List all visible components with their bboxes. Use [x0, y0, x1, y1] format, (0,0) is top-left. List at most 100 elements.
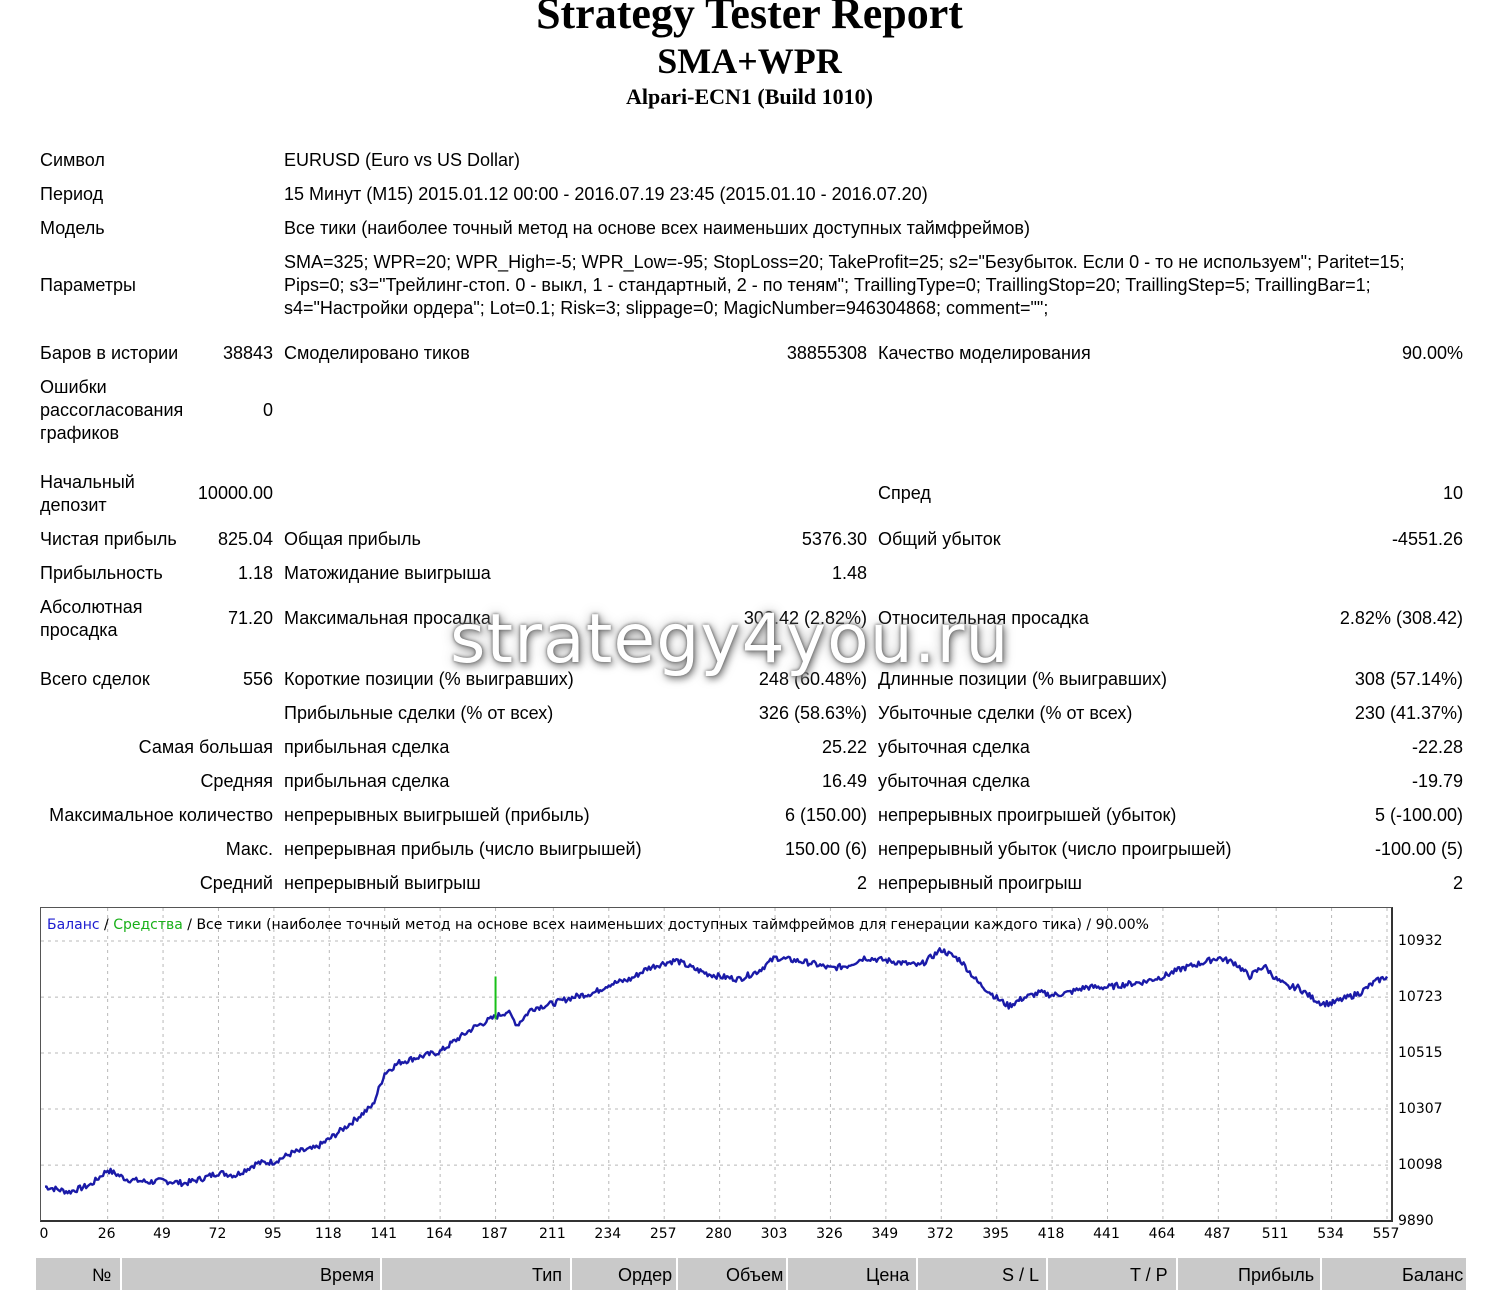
col-type[interactable]: Тип	[532, 1265, 563, 1285]
x-tick-label: 234	[594, 1226, 621, 1242]
col-tp[interactable]: T / P	[1130, 1265, 1168, 1285]
max-consec-loss-value: -100.00 (5)	[1374, 839, 1463, 859]
x-tick-label: 164	[426, 1226, 453, 1242]
y-tick-label: 10723	[1398, 989, 1443, 1005]
col-profit[interactable]: Прибыль	[1238, 1265, 1315, 1285]
avg-consec-losses-value: 2	[1452, 873, 1463, 893]
x-axis: 0 26 49 72 95 118 141 164 187 211 234 257 280 303 326 3…	[40, 1226, 1400, 1242]
max-count-label: Максимальное количество	[49, 805, 273, 825]
largest-win-value: 25.22	[821, 737, 867, 757]
col-order[interactable]: Ордер	[618, 1265, 673, 1285]
x-tick-label: 141	[370, 1226, 397, 1242]
balance-chart-svg: Баланс / Средства / Все тики (наиболее т…	[41, 908, 1391, 1220]
expected-payoff-value: 1.48	[831, 563, 867, 583]
net-profit-label: Чистая прибыль	[40, 529, 177, 549]
mismatch-label-2: рассогласования	[40, 400, 184, 420]
expert-name: SMA+WPR	[657, 41, 842, 81]
maximal-label: Макс.	[225, 839, 273, 859]
spread-value: 10	[1442, 483, 1463, 503]
balance-line	[44, 947, 1389, 1195]
avg-consec-wins-value: 2	[856, 873, 867, 893]
model-label: Модель	[40, 218, 105, 238]
abs-drawdown-label-1: Абсолютная	[40, 597, 143, 617]
gross-loss-value: -4551.26	[1391, 529, 1463, 549]
server-build: Alpari-ECN1 (Build 1010)	[626, 84, 873, 109]
largest-win-label: прибыльная сделка	[284, 737, 450, 757]
max-consec-profit-value: 150.00 (6)	[784, 839, 867, 859]
period-value: 15 Минут (M15) 2015.01.12 00:00 - 2016.0…	[284, 184, 928, 204]
symbol-label: Символ	[40, 150, 105, 170]
largest-loss-value: -22.28	[1411, 737, 1463, 757]
col-time[interactable]: Время	[320, 1265, 375, 1285]
quality-label: Качество моделирования	[878, 343, 1091, 363]
x-tick-label: 280	[705, 1226, 732, 1242]
short-positions-value: 248 (60.48%)	[758, 669, 867, 689]
deposit-label-2: депозит	[40, 495, 107, 515]
col-number[interactable]: №	[92, 1265, 112, 1285]
period-label: Период	[40, 184, 104, 204]
total-trades-label: Всего сделок	[40, 669, 150, 689]
x-tick-label: 418	[1038, 1226, 1065, 1242]
bars-label: Баров в истории	[40, 343, 179, 363]
symbol-value: EURUSD (Euro vs US Dollar)	[284, 150, 521, 170]
parameters-line-2: Pips=0; s3="Трейлинг-стоп. 0 - выкл, 1 -…	[284, 275, 1371, 295]
gross-profit-label: Общая прибыль	[284, 529, 421, 549]
x-tick-label: 0	[40, 1226, 49, 1242]
max-drawdown-value: 308.42 (2.82%)	[743, 608, 867, 628]
loss-trades-label: Убыточные сделки (% от всех)	[878, 703, 1133, 723]
x-tick-label: 187	[481, 1226, 508, 1242]
parameters-line-1: SMA=325; WPR=20; WPR_High=-5; WPR_Low=-9…	[284, 252, 1405, 272]
largest-label: Самая большая	[138, 737, 273, 757]
y-tick-label: 10932	[1398, 933, 1443, 949]
spread-label: Спред	[878, 483, 931, 503]
deposit-label-1: Начальный	[40, 472, 135, 492]
col-price[interactable]: Цена	[866, 1265, 910, 1285]
total-trades-value: 556	[242, 669, 273, 689]
x-tick-label: 72	[209, 1226, 227, 1242]
loss-trades-value: 230 (41.37%)	[1354, 703, 1463, 723]
model-value: Все тики (наиболее точный метод на основ…	[284, 218, 1030, 238]
bars-value: 38843	[222, 343, 273, 363]
max-consec-profit-label: непрерывная прибыль (число выигрышей)	[284, 839, 642, 859]
mismatch-value: 0	[262, 400, 273, 420]
deposit-value: 10000.00	[197, 483, 273, 503]
quality-value: 90.00%	[1401, 343, 1463, 363]
x-tick-label: 326	[816, 1226, 843, 1242]
max-consec-wins-value: 6 (150.00)	[784, 805, 867, 825]
mismatch-label-1: Ошибки	[40, 377, 107, 397]
max-drawdown-label: Максимальная просадка	[284, 608, 491, 628]
average-win-label: прибыльная сделка	[284, 771, 450, 791]
x-tick-label: 349	[871, 1226, 898, 1242]
gross-profit-value: 5376.30	[801, 529, 867, 549]
x-tick-label: 487	[1204, 1226, 1231, 1242]
short-positions-label: Короткие позиции (% выигравших)	[284, 669, 574, 689]
col-balance[interactable]: Баланс	[1402, 1265, 1464, 1285]
profit-factor-value: 1.18	[237, 563, 273, 583]
col-sl[interactable]: S / L	[1002, 1265, 1040, 1285]
x-tick-label: 534	[1317, 1226, 1344, 1242]
col-volume[interactable]: Объем	[726, 1265, 784, 1285]
max-consec-losses-label: непрерывных проигрышей (убыток)	[878, 805, 1177, 825]
x-tick-label: 464	[1149, 1226, 1176, 1242]
long-positions-value: 308 (57.14%)	[1354, 669, 1463, 689]
ticks-value: 38855308	[786, 343, 867, 363]
average-win-value: 16.49	[821, 771, 867, 791]
x-tick-label: 95	[264, 1226, 282, 1242]
trades-table-header: № Время Тип Ордер Объем Цена S / L T / P…	[36, 1258, 1466, 1290]
x-tick-label: 557	[1373, 1226, 1400, 1242]
x-tick-label: 49	[153, 1226, 171, 1242]
x-tick-label: 372	[927, 1226, 954, 1242]
balance-chart: Баланс / Средства / Все тики (наиболее т…	[40, 907, 1393, 1222]
x-tick-label: 211	[539, 1226, 566, 1242]
watermark-text: strategy4you.ru	[450, 600, 1010, 679]
max-consec-losses-value: 5 (-100.00)	[1374, 805, 1463, 825]
max-consec-wins-label: непрерывных выигрышей (прибыль)	[284, 805, 590, 825]
ticks-label: Смоделировано тиков	[284, 343, 470, 363]
largest-loss-label: убыточная сделка	[878, 737, 1030, 757]
x-tick-label: 395	[982, 1226, 1009, 1242]
y-tick-label: 10098	[1398, 1157, 1443, 1173]
abs-drawdown-label-2: просадка	[40, 620, 118, 640]
average-label: Средняя	[200, 771, 273, 791]
avg-consec-losses-label: непрерывный проигрыш	[878, 873, 1082, 893]
rel-drawdown-value: 2.82% (308.42)	[1339, 608, 1463, 628]
